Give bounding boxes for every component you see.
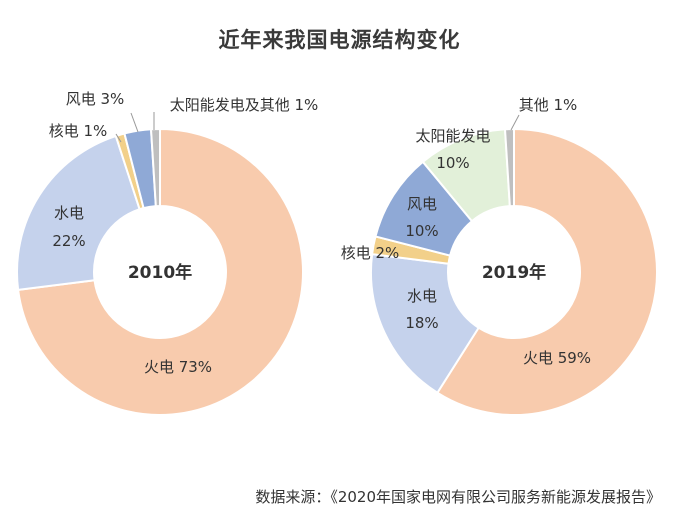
chart-2019-label-0: 火电 59% (523, 349, 591, 367)
chart-2019-center-label: 2019年 (482, 262, 546, 283)
chart-2019-label-1: 水电 (407, 287, 437, 305)
chart-title: 近年来我国电源结构变化 (218, 28, 461, 52)
chart-2019-leader-5 (510, 114, 520, 131)
chart-2019-label-5: 10% (405, 222, 438, 240)
chart-2010-slice-1 (16, 134, 141, 292)
chart-2010-label-5: 太阳能发电及其他 1% (170, 96, 319, 114)
chart-2019-label-8: 其他 1% (519, 96, 578, 114)
chart-2010-slice-0 (17, 127, 304, 416)
chart-2010-center-label: 2010年 (128, 262, 192, 283)
chart-2019-slice-5 (503, 127, 515, 208)
chart-2019-label-3: 核电 2% (341, 244, 400, 262)
chart-2010-label-4: 风电 3% (66, 90, 125, 108)
chart-2019-label-6: 太阳能发电 (415, 127, 490, 145)
chart-2010-label-1: 水电 (54, 204, 84, 222)
chart-2010-leader-2 (115, 133, 122, 143)
chart-2010-label-3: 核电 1% (49, 122, 108, 140)
chart-2019-slice-0 (435, 127, 658, 416)
chart-2010-label-0: 火电 73% (144, 358, 212, 376)
chart-2010-label-2: 22% (52, 232, 85, 250)
chart-2019-label-2: 18% (405, 314, 438, 332)
chart-2019-slice-1 (370, 252, 481, 395)
chart-2019-label-4: 风电 (407, 195, 437, 213)
source-note: 数据来源：《2020年国家电网有限公司服务新能源发展报告》 (255, 488, 661, 506)
chart-2010-leader-3 (130, 112, 139, 133)
chart-2019-label-7: 10% (436, 154, 469, 172)
